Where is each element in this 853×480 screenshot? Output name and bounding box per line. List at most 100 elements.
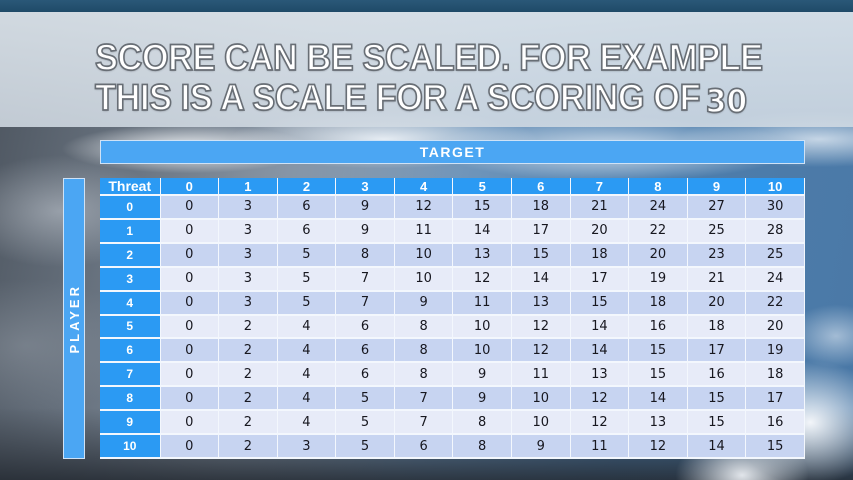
table-cell: 0 <box>160 266 220 292</box>
table-cell: 15 <box>511 242 571 268</box>
table-cell: 13 <box>511 290 571 316</box>
table-cell: 14 <box>570 338 630 364</box>
row-header: 9 <box>100 410 161 436</box>
table-cell: 9 <box>452 362 512 388</box>
title-band: SCORE CAN BE SCALED. FOR EXAMPLE THIS IS… <box>0 12 853 127</box>
table-cell: 18 <box>745 362 805 388</box>
table-cell: 6 <box>277 218 337 244</box>
table-cell: 0 <box>160 362 220 388</box>
table-cell: 9 <box>335 195 395 220</box>
table-cell: 14 <box>511 266 571 292</box>
column-header: 7 <box>570 178 630 196</box>
column-header: 4 <box>394 178 454 196</box>
table-row: 3 0 3 5 7 10 12 14 17 19 21 24 <box>100 266 805 292</box>
table-cell: 13 <box>452 242 512 268</box>
table-cell: 10 <box>511 386 571 412</box>
row-header: 10 <box>100 434 161 459</box>
table-cell: 11 <box>511 362 571 388</box>
table-cell: 17 <box>570 266 630 292</box>
table-cell: 5 <box>335 434 395 459</box>
table-cell: 13 <box>628 410 688 436</box>
table-cell: 8 <box>394 314 454 340</box>
row-header: 0 <box>100 195 161 220</box>
row-header: 8 <box>100 386 161 412</box>
corner-header-threat: Threat <box>100 178 161 196</box>
table-cell: 21 <box>570 195 630 220</box>
table-cell: 25 <box>745 242 805 268</box>
table-cell: 15 <box>570 290 630 316</box>
table-cell: 12 <box>511 338 571 364</box>
player-label: PLAYER <box>66 283 82 354</box>
table-cell: 8 <box>452 410 512 436</box>
table-row: 4 0 3 5 7 9 11 13 15 18 20 22 <box>100 290 805 316</box>
table-cell: 3 <box>218 242 278 268</box>
table-cell: 13 <box>570 362 630 388</box>
table-cell: 8 <box>394 338 454 364</box>
table-cell: 2 <box>218 338 278 364</box>
table-cell: 11 <box>394 218 454 244</box>
table-cell: 4 <box>277 314 337 340</box>
table-row: 6 0 2 4 6 8 10 12 14 15 17 19 <box>100 338 805 364</box>
table-cell: 7 <box>335 266 395 292</box>
table-cell: 0 <box>160 218 220 244</box>
table-cell: 12 <box>628 434 688 459</box>
score-table: Threat 0 1 2 3 4 5 6 7 8 9 10 0 0 3 6 9 12 15 18 21 24 27 30 1… <box>100 178 805 459</box>
header-row: Threat 0 1 2 3 4 5 6 7 8 9 10 <box>100 178 805 196</box>
table-cell: 6 <box>335 362 395 388</box>
target-label: TARGET <box>419 144 486 160</box>
slide-title-line2: THIS IS A SCALE FOR A SCORING OF 30 <box>94 77 800 121</box>
table-row: 1 0 3 6 9 11 14 17 20 22 25 28 <box>100 218 805 244</box>
table-cell: 10 <box>452 338 512 364</box>
table-cell: 16 <box>628 314 688 340</box>
table-cell: 3 <box>277 434 337 459</box>
table-cell: 5 <box>335 410 395 436</box>
column-header: 6 <box>511 178 571 196</box>
column-header: 1 <box>218 178 278 196</box>
row-header: 1 <box>100 218 161 244</box>
table-cell: 27 <box>687 195 747 220</box>
table-cell: 8 <box>335 242 395 268</box>
table-cell: 5 <box>277 242 337 268</box>
table-cell: 4 <box>277 410 337 436</box>
table-cell: 15 <box>687 386 747 412</box>
table-cell: 3 <box>218 218 278 244</box>
table-row: 5 0 2 4 6 8 10 12 14 16 18 20 <box>100 314 805 340</box>
row-header: 4 <box>100 290 161 316</box>
table-row: 10 0 2 3 5 6 8 9 11 12 14 15 <box>100 434 805 459</box>
table-cell: 22 <box>745 290 805 316</box>
table-cell: 2 <box>218 314 278 340</box>
row-header: 2 <box>100 242 161 268</box>
table-cell: 4 <box>277 362 337 388</box>
table-cell: 0 <box>160 242 220 268</box>
table-cell: 7 <box>335 290 395 316</box>
table-cell: 18 <box>687 314 747 340</box>
table-cell: 9 <box>452 386 512 412</box>
table-cell: 11 <box>452 290 512 316</box>
table-row: 0 0 3 6 9 12 15 18 21 24 27 30 <box>100 195 805 220</box>
target-header-bar: TARGET <box>100 140 805 164</box>
table-cell: 0 <box>160 314 220 340</box>
column-header: 2 <box>277 178 337 196</box>
slide-title-line2-number: 30 <box>705 81 748 121</box>
table-cell: 15 <box>628 338 688 364</box>
table-cell: 25 <box>687 218 747 244</box>
slide-title-line2-text: THIS IS A SCALE FOR A SCORING OF <box>94 77 701 119</box>
table-cell: 12 <box>394 195 454 220</box>
table-row: 7 0 2 4 6 8 9 11 13 15 16 18 <box>100 362 805 388</box>
table-cell: 0 <box>160 410 220 436</box>
player-header-bar: PLAYER <box>63 178 85 459</box>
table-cell: 8 <box>394 362 454 388</box>
table-cell: 16 <box>745 410 805 436</box>
table-cell: 12 <box>570 386 630 412</box>
table-cell: 14 <box>570 314 630 340</box>
column-header: 0 <box>160 178 220 196</box>
table-cell: 15 <box>628 362 688 388</box>
table-cell: 5 <box>277 266 337 292</box>
table-cell: 6 <box>335 338 395 364</box>
table-cell: 2 <box>218 410 278 436</box>
table-cell: 22 <box>628 218 688 244</box>
column-header: 3 <box>335 178 395 196</box>
column-header: 8 <box>628 178 688 196</box>
table-cell: 10 <box>394 242 454 268</box>
table-cell: 30 <box>745 195 805 220</box>
